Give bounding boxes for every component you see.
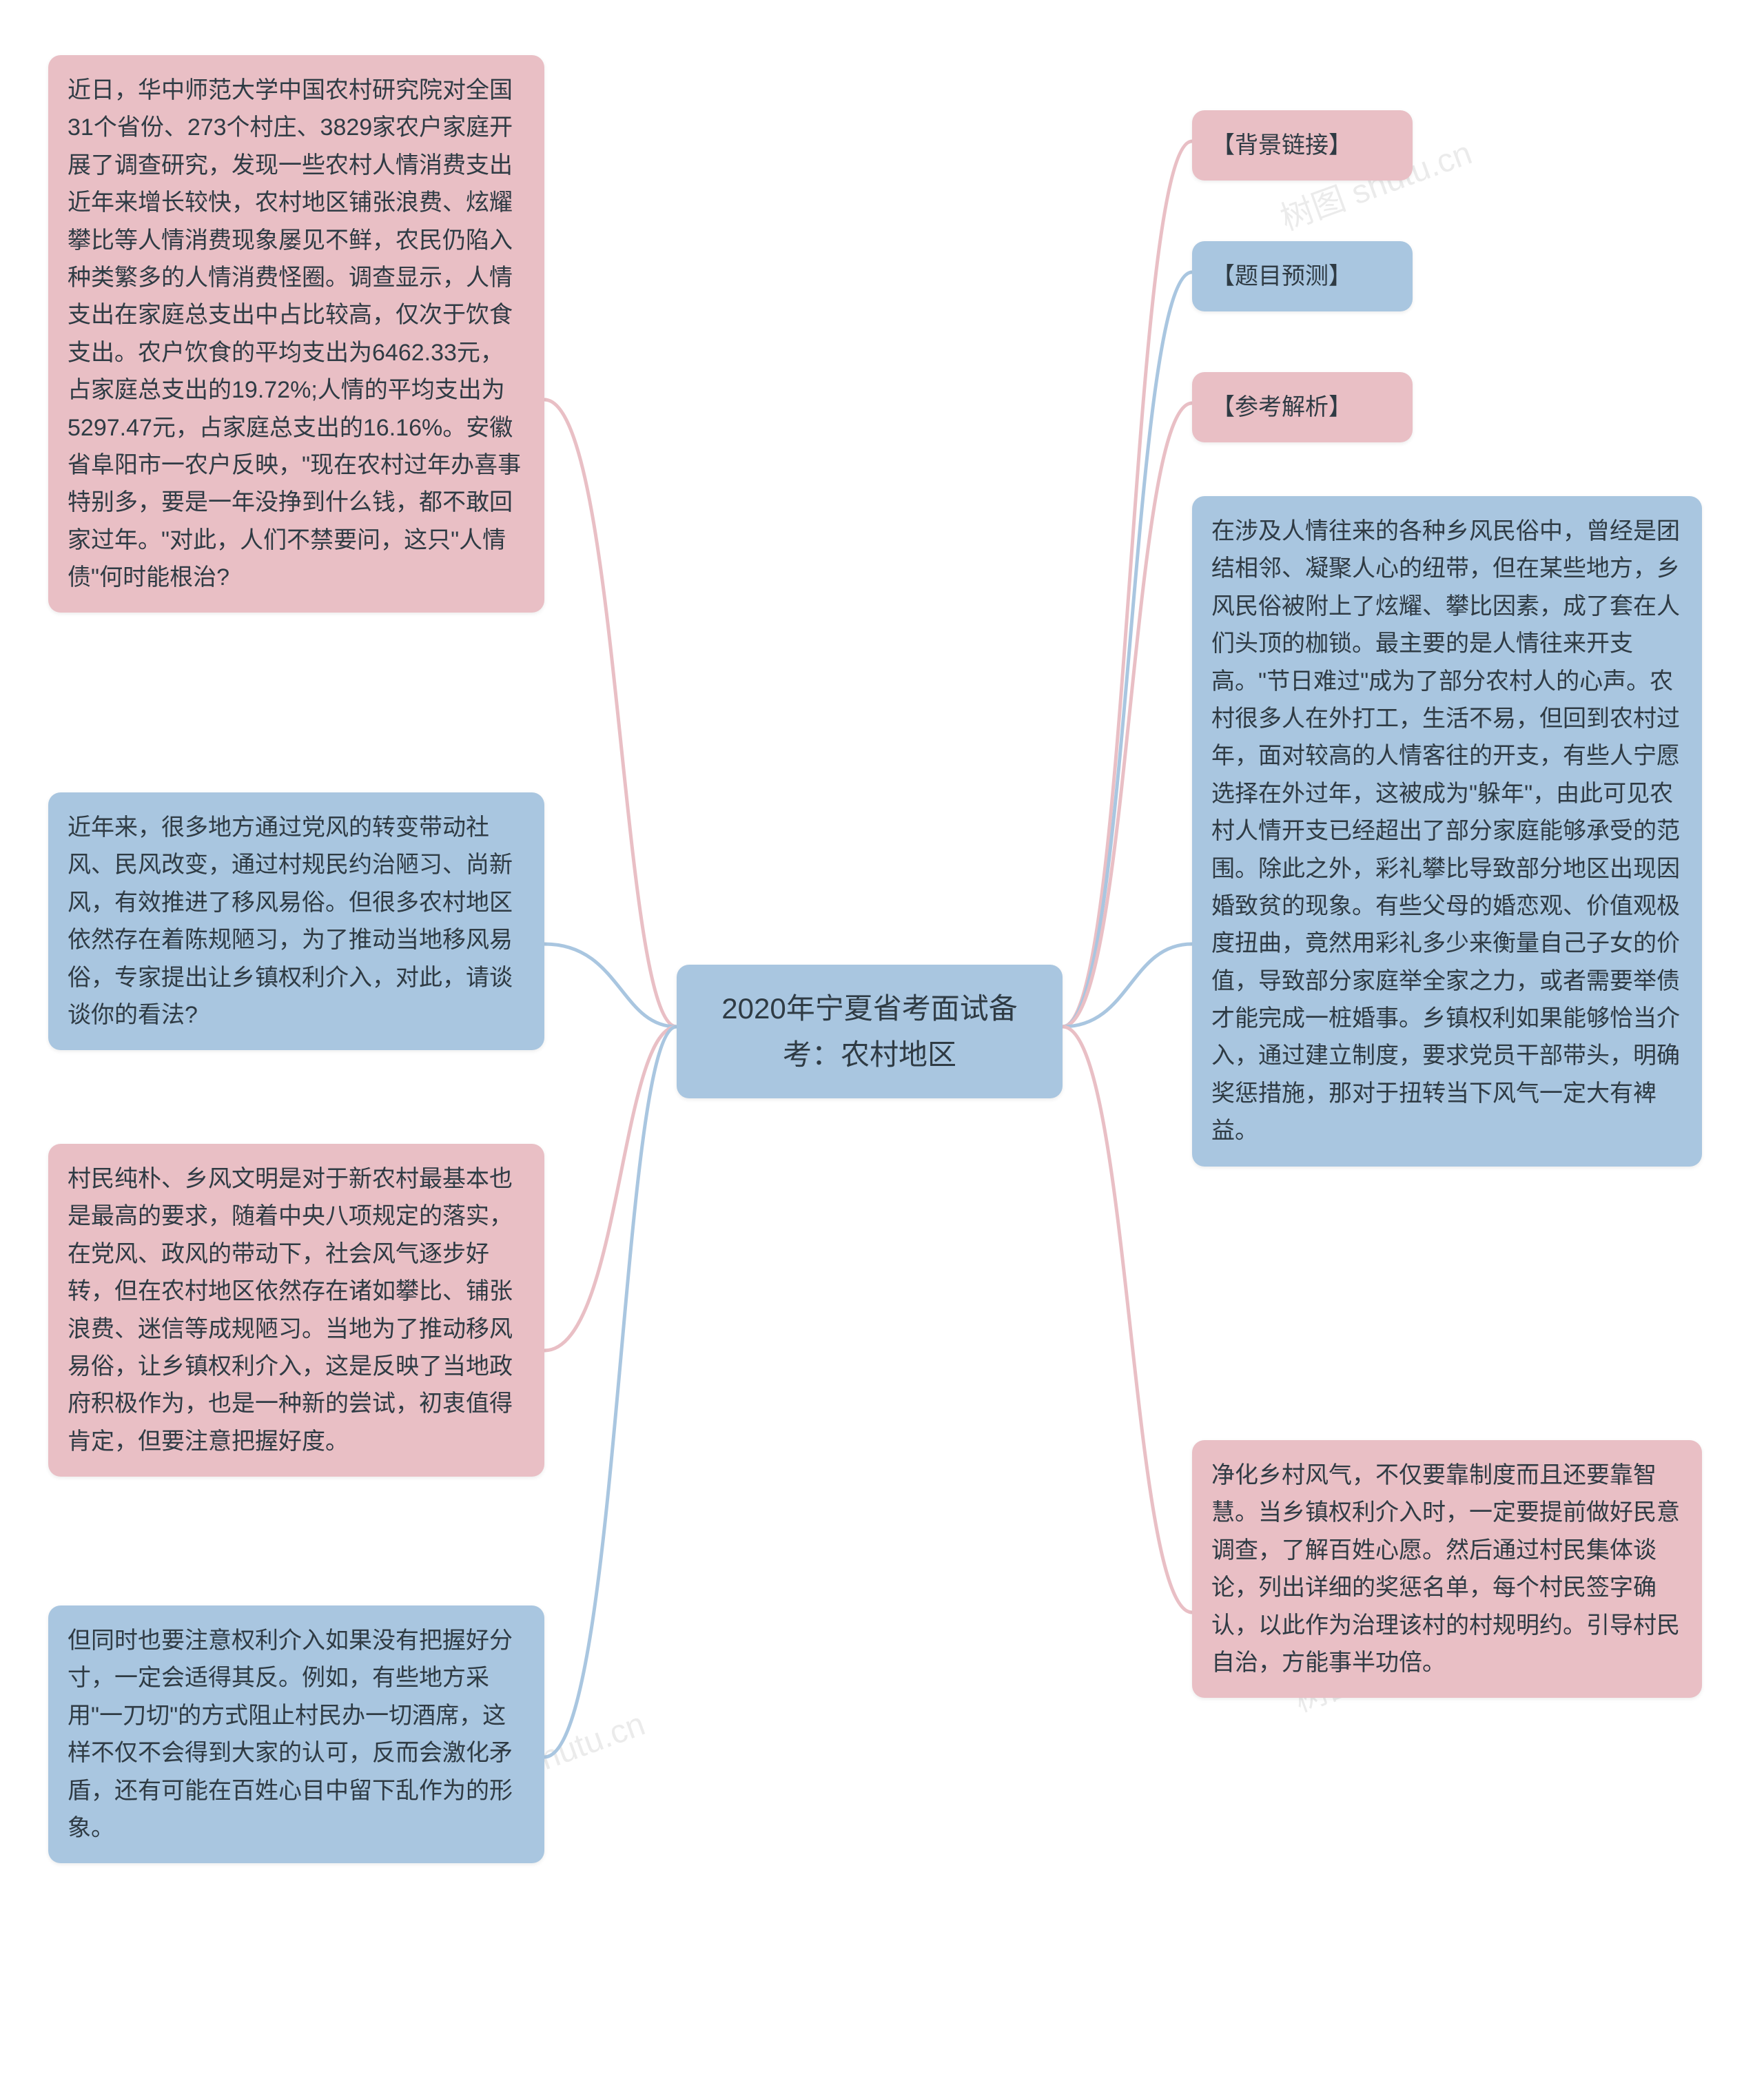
right-node-1: 【背景链接】 [1192,110,1413,181]
right-node-3: 【参考解析】 [1192,372,1413,442]
right-node-4: 在涉及人情往来的各种乡风民俗中，曾经是团结相邻、凝聚人心的纽带，但在某些地方，乡… [1192,496,1702,1167]
right-node-2: 【题目预测】 [1192,241,1413,311]
left-node-2: 近年来，很多地方通过党风的转变带动社风、民风改变，通过村规民约治陋习、尚新风，有… [48,792,544,1050]
left-node-3: 村民纯朴、乡风文明是对于新农村最基本也是最高的要求，随着中央八项规定的落实，在党… [48,1144,544,1477]
left-node-1: 近日，华中师范大学中国农村研究院对全国31个省份、273个村庄、3829家农户家… [48,55,544,613]
right-node-5: 净化乡村风气，不仅要靠制度而且还要靠智慧。当乡镇权利介入时，一定要提前做好民意调… [1192,1440,1702,1698]
left-node-4: 但同时也要注意权利介入如果没有把握好分寸，一定会适得其反。例如，有些地方采用"一… [48,1605,544,1863]
center-node: 2020年宁夏省考面试备考：农村地区 [677,965,1063,1098]
